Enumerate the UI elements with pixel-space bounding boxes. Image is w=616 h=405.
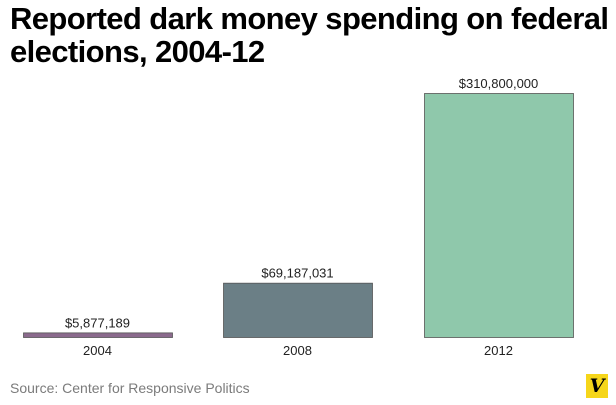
category-label-2004: 2004 (83, 343, 112, 358)
bar-2008 (223, 282, 373, 338)
category-label-2012: 2012 (484, 343, 513, 358)
source-note: Source: Center for Responsive Politics (10, 380, 250, 396)
value-label-2012: $310,800,000 (459, 76, 539, 91)
value-label-2008: $69,187,031 (261, 266, 333, 281)
value-label-2004: $5,877,189 (65, 315, 130, 330)
vox-logo-icon: V (586, 374, 608, 398)
bar-2004 (23, 332, 173, 338)
category-label-2008: 2008 (283, 343, 312, 358)
bar-2012 (424, 93, 574, 338)
chart-title: Reported dark money spending on federal … (10, 1, 609, 69)
